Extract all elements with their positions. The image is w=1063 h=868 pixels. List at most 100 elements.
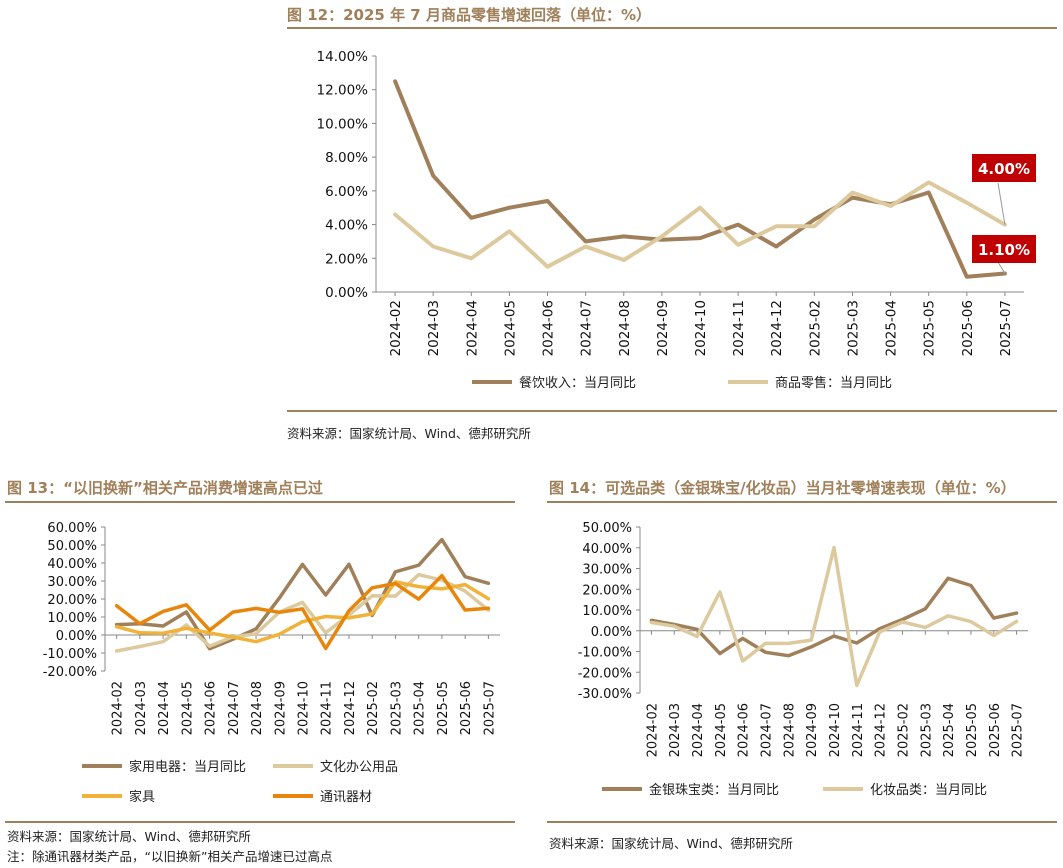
fig12-source-rule: [287, 410, 1057, 412]
fig12-legend-item-1-label: 商品零售：当月同比: [775, 375, 892, 391]
fig14-x-tick-label: 2024-12: [874, 703, 889, 757]
fig14-x-tick-label: 2024-05: [714, 703, 729, 757]
fig12-x-tick-label: 2024-10: [693, 300, 709, 356]
fig12-callout-low-leader: [997, 261, 1006, 274]
fig13-y-tick-label: 50.00%: [47, 539, 97, 554]
fig14-y-tick-label: -20.00%: [578, 666, 632, 681]
fig12-y-tick-label: 6.00%: [325, 184, 368, 200]
fig13-chart: -20.00% -10.00% 0.00% 10.00% 20.00% 30.00% 40.…: [43, 521, 500, 805]
fig13-y-tick-label: 60.00%: [47, 521, 97, 536]
fig14-y-tick-label: 10.00%: [582, 604, 632, 619]
fig14-x-tick-label: 2024-06: [737, 703, 752, 757]
fig13-x-tick-label: 2024-10: [297, 681, 312, 735]
fig12-x-tick-label: 2024-08: [617, 300, 633, 356]
fig14-x-tick-label: 2024-02: [645, 703, 660, 757]
fig14-x-tick-label: 2025-04: [942, 703, 957, 757]
fig14-legend-item-0-label: 金银珠宝类：当月同比: [649, 782, 779, 798]
fig13-y-tick-label: -20.00%: [43, 665, 97, 680]
fig13-x-tick-label: 2024-09: [273, 681, 288, 735]
fig12-series-1-line: [393, 180, 1007, 269]
fig14-x-tick-label: 2025-07: [1011, 703, 1026, 757]
fig13-title-rule: [5, 501, 515, 503]
fig12-source: 资料来源：国家统计局、Wind、德邦研究所: [287, 426, 531, 441]
fig14-title-rule: [547, 501, 1057, 503]
fig14-x-tick-label: 2024-10: [828, 703, 843, 757]
fig12-x-tick-label: 2024-05: [502, 300, 518, 356]
fig12-x-tick-label: 2025-04: [884, 300, 900, 356]
fig13-x-tick-label: 2025-04: [413, 681, 428, 735]
fig14-title: 图 14：可选品类（金银珠宝/化妆品）当月社零增速表现（单位：%）: [549, 479, 1016, 497]
fig12-x-tick-label: 2024-03: [426, 300, 442, 356]
fig14-y-tick-label: 30.00%: [582, 563, 632, 578]
fig13-title: 图 13：“以旧换新”相关产品消费增速高点已过: [7, 479, 323, 497]
fig14-x-tick-label: 2024-08: [782, 703, 797, 757]
fig12-title-rule: [287, 27, 1057, 29]
fig12-legend-item-0-label: 餐饮收入：当月同比: [519, 375, 636, 391]
fig12-x-tick-label: 2025-06: [960, 300, 976, 356]
fig14-x-tick-label: 2025-03: [919, 703, 934, 757]
fig12-x-tick-label: 2025-02: [807, 300, 823, 356]
fig14-legend-item-1-label: 化妆品类：当月同比: [870, 783, 987, 798]
fig13-x-tick-label: 2024-12: [343, 681, 358, 735]
fig12-callout-low-box: [972, 235, 1036, 263]
fig12-x-tick-label: 2024-11: [731, 300, 747, 356]
fig12-x-tick-label: 2025-03: [845, 300, 861, 356]
fig14-series-1-line: [649, 545, 1019, 688]
fig13-y-tick-label: 20.00%: [47, 593, 97, 608]
fig14-y-tick-label: -30.00%: [578, 687, 632, 702]
fig13-y-tick-label: 0.00%: [56, 629, 97, 644]
fig13-x-tick-label: 2024-05: [180, 681, 195, 735]
fig13-legend-item-0-label: 家用电器：当月同比: [129, 759, 246, 775]
fig13-x-tick-label: 2025-02: [366, 681, 381, 735]
fig14-y-tick-label: 40.00%: [582, 542, 632, 557]
fig14-y-tick-label: 50.00%: [582, 521, 632, 536]
fig12-y-tick-label: 14.00%: [317, 49, 369, 65]
fig14-x-tick-label: 2025-02: [896, 703, 911, 757]
fig13-x-tick-label: 2025-07: [482, 681, 497, 735]
fig13-y-tick-label: 10.00%: [47, 611, 97, 626]
fig13-x-tick-label: 2024-11: [320, 681, 335, 735]
fig12-x-tick-label: 2025-07: [998, 300, 1014, 356]
fig13-legend-item-3-label: 通讯器材: [320, 790, 372, 805]
fig12-callout-low-text: 1.10%: [978, 241, 1030, 259]
fig14-x-tick-label: 2024-11: [851, 703, 866, 757]
fig13-x-tick-label: 2024-02: [111, 681, 126, 735]
fig13-x-tick-label: 2024-08: [250, 681, 265, 735]
fig14-y-tick-label: -10.00%: [578, 646, 632, 661]
fig14-y-tick-label: 0.00%: [591, 625, 632, 640]
fig14-chart: -30.00% -20.00% -10.00% 0.00% 10.00% 20.00% 30…: [578, 521, 1028, 798]
fig13-legend-item-2-label: 家具: [129, 789, 155, 805]
fig13-source: 资料来源：国家统计局、Wind、德邦研究所: [7, 829, 251, 844]
fig13-x-tick-label: 2024-07: [227, 681, 242, 735]
fig12-y-tick-label: 12.00%: [317, 83, 369, 99]
fig14-source: 资料来源：国家统计局、Wind、德邦研究所: [549, 836, 793, 851]
fig12-x-tick-label: 2024-09: [655, 300, 671, 356]
fig13-source-rule: [5, 821, 515, 823]
fig12-x-tick-label: 2024-06: [541, 300, 557, 356]
fig12-x-tick-label: 2024-02: [388, 300, 404, 356]
fig13-x-tick-label: 2025-05: [436, 681, 451, 735]
fig12-y-tick-label: 4.00%: [325, 218, 368, 234]
fig13-x-tick-label: 2024-03: [134, 681, 149, 735]
fig12-callout-high-leader: [997, 182, 1006, 225]
fig14-x-tick-label: 2024-03: [668, 703, 683, 757]
fig14-x-tick-label: 2024-09: [805, 703, 820, 757]
fig12-y-tick-label: 8.00%: [325, 150, 368, 166]
fig13-x-tick-label: 2025-06: [459, 681, 474, 735]
fig12-callout-high-text: 4.00%: [978, 160, 1030, 178]
fig14-x-tick-label: 2024-04: [691, 703, 706, 757]
fig13-y-tick-label: 40.00%: [47, 557, 97, 572]
fig12-callout-high-box: [972, 154, 1036, 182]
fig12-title: 图 12：2025 年 7 月商品零售增速回落（单位：%）: [287, 6, 651, 24]
fig14-y-tick-label: 20.00%: [582, 583, 632, 598]
fig13-y-tick-label: 30.00%: [47, 575, 97, 590]
fig13-x-tick-label: 2025-03: [389, 681, 404, 735]
fig12-y-tick-label: 2.00%: [325, 251, 368, 267]
fig12-y-tick-label: 10.00%: [317, 116, 369, 132]
fig14-source-rule: [547, 821, 1057, 823]
fig13-x-tick-label: 2024-06: [204, 681, 219, 735]
fig14-x-tick-label: 2024-07: [760, 703, 775, 757]
fig13-note: 注：除通讯器材类产品，“以旧换新”相关产品增速已过高点: [7, 849, 333, 864]
fig13-legend-item-1-label: 文化办公用品: [320, 760, 398, 775]
fig14-x-tick-label: 2025-05: [965, 703, 980, 757]
